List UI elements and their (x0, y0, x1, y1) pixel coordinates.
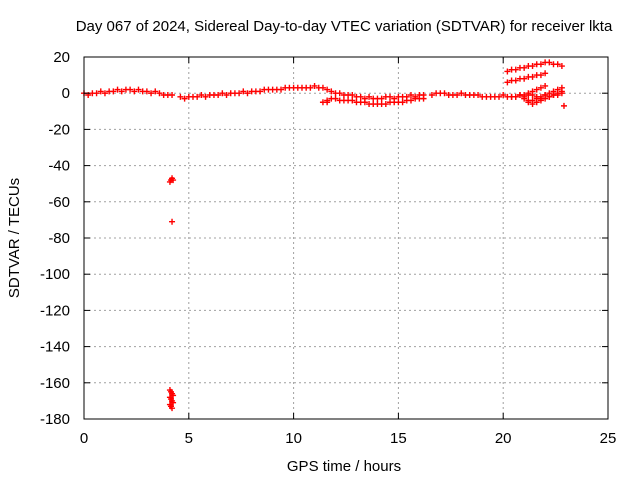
y-tick-label: -140 (40, 339, 70, 356)
series-main-trace (81, 83, 565, 102)
y-tick-label: 0 (62, 85, 70, 102)
x-tick-label: 0 (80, 430, 88, 447)
y-tick-label: -80 (48, 230, 70, 247)
x-tick-label: 20 (495, 430, 512, 447)
y-tick-label: 20 (53, 49, 70, 66)
grid (84, 57, 608, 419)
data-point (421, 96, 427, 102)
x-axis-label: GPS time / hours (287, 458, 401, 475)
y-tick-label: -60 (48, 194, 70, 211)
data-points (81, 59, 567, 411)
y-tick-label: -100 (40, 266, 70, 283)
y-tick-label: -180 (40, 411, 70, 428)
sdtvar-chart: Day 067 of 2024, Sidereal Day-to-day VTE… (0, 0, 640, 480)
x-tick-label: 10 (285, 430, 302, 447)
x-tick-label: 15 (390, 430, 407, 447)
x-tick-label: 5 (185, 430, 193, 447)
y-tick-label: -20 (48, 121, 70, 138)
y-tick-labels: 20 0 -20 -40 -60 -80 -100 -120 -140 -160 -180 (40, 49, 70, 428)
data-point (169, 219, 175, 225)
y-axis-label: SDTVAR / TECUs (6, 178, 23, 298)
series-upper-arc-1 (504, 59, 564, 74)
series-outlier-cluster-170 (167, 387, 176, 411)
x-tick-labels: 0 5 10 15 20 25 (80, 430, 617, 447)
y-tick-label: -160 (40, 375, 70, 392)
y-tick-label: -120 (40, 302, 70, 319)
chart-title: Day 067 of 2024, Sidereal Day-to-day VTE… (76, 18, 613, 35)
series-isolated-points (169, 99, 567, 224)
data-point (561, 103, 567, 109)
y-tick-label: -40 (48, 158, 70, 175)
series-outlier-cluster-48 (167, 175, 176, 185)
x-tick-label: 25 (600, 430, 617, 447)
